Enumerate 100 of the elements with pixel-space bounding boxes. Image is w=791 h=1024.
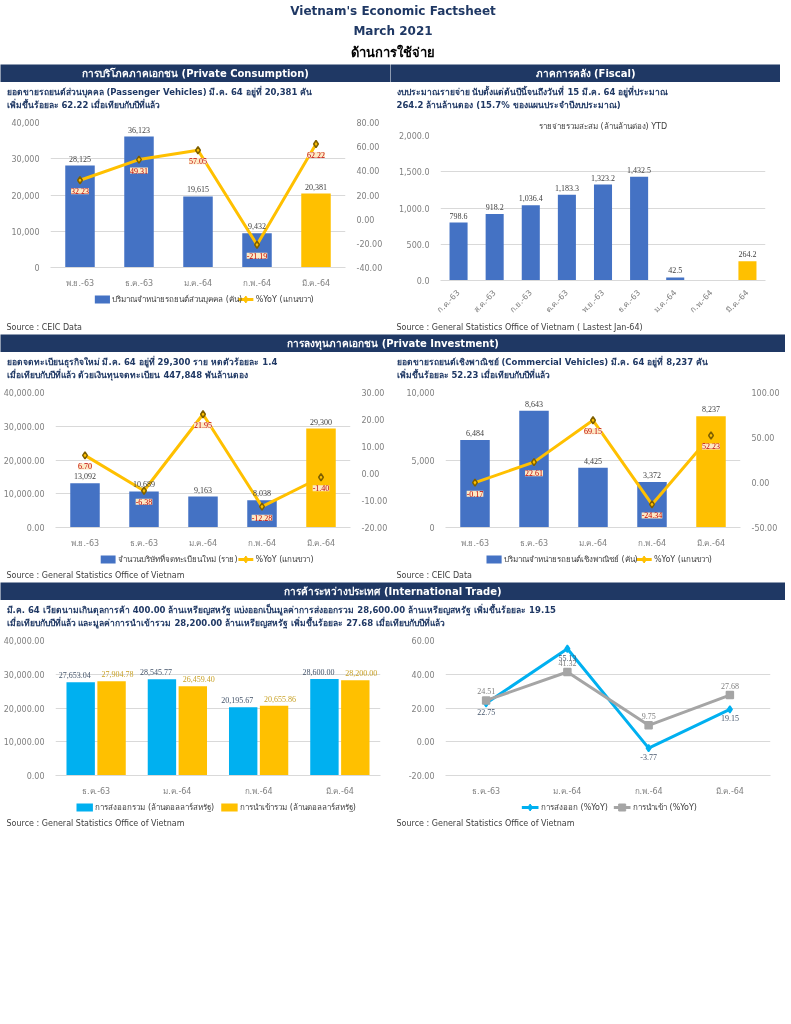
y-tick-label: 30,000 — [11, 155, 40, 165]
data-label: 1,432.5 — [627, 165, 652, 175]
source-note: Source : CEIC Data — [6, 323, 83, 332]
y2-tick-label: 20.00 — [361, 416, 385, 425]
data-label: 24.51 — [477, 687, 496, 697]
y2-tick-label: -50.00 — [751, 524, 778, 533]
chart-title: ภาคการคลัง (Fiscal) — [535, 68, 636, 79]
data-label: 27,904.78 — [101, 670, 134, 680]
y2-tick-label: 0.00 — [751, 479, 770, 488]
y2-tick-label: -20.00 — [356, 239, 383, 249]
y2-tick-label: 40.00 — [356, 167, 380, 177]
data-label: 19.15 — [720, 714, 739, 724]
y-tick-label: 30,000.00 — [3, 422, 45, 432]
legend-label: การส่งออก (%YoY) — [541, 803, 608, 812]
y2-tick-label: 0.00 — [356, 215, 375, 225]
data-label: 62.22 — [307, 150, 325, 160]
source-note: Source : General Statistics Office of Vietnam — [6, 571, 185, 580]
data-label: 42.5 — [668, 266, 683, 276]
chart-title: การบริโภคภาคเอกชน (Private Consumption) — [82, 67, 309, 79]
chart-subtitle: ยอดขายรถยนต์เชิงพาณิชย์ (Commercial Vehicles) มี.ค. 64 อยู่ที่ 8,237 คัน เพิ่มขึ้นร้อยละ 52.23 เมื่อเทียบกับปีที่แล้ว — [396, 355, 709, 380]
data-label: 22.61 — [525, 469, 543, 479]
source-note: Source : General Statistics Office of Vietnam — [396, 819, 575, 828]
legend-label: %YoY (แกนขวา) — [255, 295, 314, 304]
y2-tick-label: 30.00 — [361, 389, 385, 398]
x-tick-label: ก.พ.-64 — [247, 538, 277, 548]
y2-tick-label: 0.00 — [361, 470, 380, 479]
data-label: 27.68 — [720, 682, 739, 692]
y-tick-label: 60.00 — [411, 637, 435, 646]
legend-label: ปริมาณจำหน่ายรถยนต์เชิงพาณิชย์ (คัน) — [503, 554, 638, 564]
y-tick-label: 0 — [429, 524, 435, 533]
y2-tick-label: -20.00 — [361, 524, 388, 533]
data-label: -1.40 — [312, 484, 330, 494]
chart-subtitle: ยอดจดทะเบียนธุรกิจใหม่ มี.ค. 64 อยู่ที่ 29,300 ราย หดตัวร้อยละ 1.4 เมื่อเทียบกับปีที่แล้ว ด้วยเงินทุนจดทะเบียน 447,848 พันล้านดอง — [6, 355, 278, 381]
text: ด้านการใช้จ่าย — [351, 44, 435, 60]
x-tick-label: ก.พ.-64 — [242, 278, 272, 288]
x-tick-label: ม.ค.-64 — [183, 278, 213, 288]
y2-tick-label: 20.00 — [356, 191, 380, 201]
y-tick-label: 10,000.00 — [3, 738, 45, 748]
data-label: 19,615 — [187, 185, 209, 195]
data-label: -21.19 — [246, 251, 268, 261]
data-label: 27,653.04 — [58, 671, 91, 681]
y-tick-label: 2,000.0 — [398, 132, 430, 141]
x-tick-label: มี.ค.-64 — [715, 786, 744, 796]
x-tick-label: ม.ค.-64 — [553, 786, 582, 796]
data-label: -24.34 — [641, 511, 663, 521]
data-label: -12.28 — [251, 513, 273, 523]
legend-label: การส่งออกรวม (ล้านดอลลาร์สหรัฐ) — [95, 802, 215, 812]
y2-tick-label: 10.00 — [361, 443, 385, 452]
y-tick-label: 40,000.00 — [3, 637, 45, 646]
y-tick-label: 40,000 — [11, 119, 40, 128]
data-label: 1,183.3 — [554, 183, 579, 193]
legend-label: %YoY (แกนขวา) — [653, 555, 712, 564]
y-tick-label: -20.00 — [408, 772, 435, 781]
legend-label: การนำเข้ารวม (ล้านดอลลาร์สหรัฐ) — [240, 802, 356, 812]
y-tick-label: 0 — [34, 264, 40, 273]
data-label: 21.95 — [194, 421, 212, 431]
data-label: 9.75 — [641, 712, 656, 722]
data-label: 28,545.77 — [139, 668, 172, 678]
data-label: 4,425 — [584, 456, 602, 466]
y-tick-label: 0.00 — [416, 738, 435, 748]
data-label: 20,381 — [305, 182, 327, 192]
data-label: 28,125 — [69, 154, 91, 164]
y2-tick-label: 80.00 — [356, 119, 380, 128]
x-tick-label: มี.ค.-64 — [301, 278, 331, 288]
data-label: 8,237 — [702, 405, 720, 415]
y-tick-label: 5,000 — [411, 456, 435, 466]
y-tick-label: 40.00 — [411, 670, 435, 680]
x-tick-label: ธ.ค.-63 — [129, 538, 159, 548]
y-tick-label: 10,000.00 — [3, 490, 45, 500]
data-label: 49.31 — [130, 166, 148, 176]
chart-subtitle: มี.ค. 64 เวียดนามเกินดุลการค้า 400.00 ล้านเหรียญสหรัฐ แบ่งออกเป็นมูลค่าการส่งออกรวม 28,600.00 ล้านเหรียญสหรัฐ เพิ่มขึ้นร้อยละ 19.15 เมื่อเทียบกับปีที่แล้ว และมูลค่าการนำเข้ารวม 28,200.00 ล้านเหรียญสหรัฐ เพิ่มขึ้นร้อยละ 27.68 เมื่อเทียบกับปีที่แล้ว — [6, 603, 557, 629]
x-tick-label: พ.ย.-63 — [460, 538, 490, 548]
data-label: 57.05 — [189, 157, 207, 167]
x-tick-label: ก.พ.-64 — [637, 538, 667, 548]
x-tick-label: พ.ย.-63 — [65, 278, 95, 288]
y-tick-label: 30,000.00 — [3, 670, 45, 680]
y-tick-label: 40,000.00 — [3, 389, 45, 398]
y2-tick-label: -10.00 — [361, 497, 388, 506]
data-label: 9,432 — [248, 222, 266, 232]
data-label: 32.23 — [71, 187, 89, 197]
chart-subtitle: งบประมาณรายจ่าย นับตั้งแต่ต้นปีนี้จนถึงวันที่ 15 มี.ค. 64 อยู่ที่ประมาณ 264.2 ล้านล้านดอง (15.7% ของแผนประจำปีงบประมาณ) — [396, 85, 669, 110]
data-label: -3.77 — [640, 753, 657, 763]
y2-tick-label: -40.00 — [356, 264, 383, 273]
y-tick-label: 1,500.0 — [398, 168, 430, 178]
text: การลงทุนภาคเอกชน (Private Investment) — [287, 338, 499, 350]
x-tick-label: ธ.ค.-63 — [124, 278, 154, 288]
data-label: 3,372 — [643, 470, 661, 480]
data-label: -0.17 — [466, 489, 484, 499]
x-tick-label: ม.ค.-64 — [163, 786, 192, 796]
data-label: 8,643 — [525, 399, 543, 409]
y-tick-label: 1,000.0 — [398, 204, 430, 214]
x-tick-label: มี.ค.-64 — [696, 538, 726, 548]
y-tick-label: 20.00 — [411, 704, 435, 714]
y-tick-label: 500.0 — [406, 240, 430, 250]
chart-subtitle: ยอดขายรถยนต์ส่วนบุคคล (Passenger Vehicles) มี.ค. 64 อยู่ที่ 20,381 คัน เพิ่มขึ้นร้อยละ 62.22 เมื่อเทียบกับปีที่แล้ว — [6, 85, 313, 110]
text: รายจ่ายรวมสะสม (ล้านล้านด่อง) YTD — [538, 121, 668, 131]
y2-tick-label: 50.00 — [751, 434, 775, 443]
x-tick-label: มี.ค.-64 — [325, 786, 354, 796]
y-tick-label: 0.00 — [26, 772, 45, 781]
source-note: Source : CEIC Data — [396, 571, 473, 580]
